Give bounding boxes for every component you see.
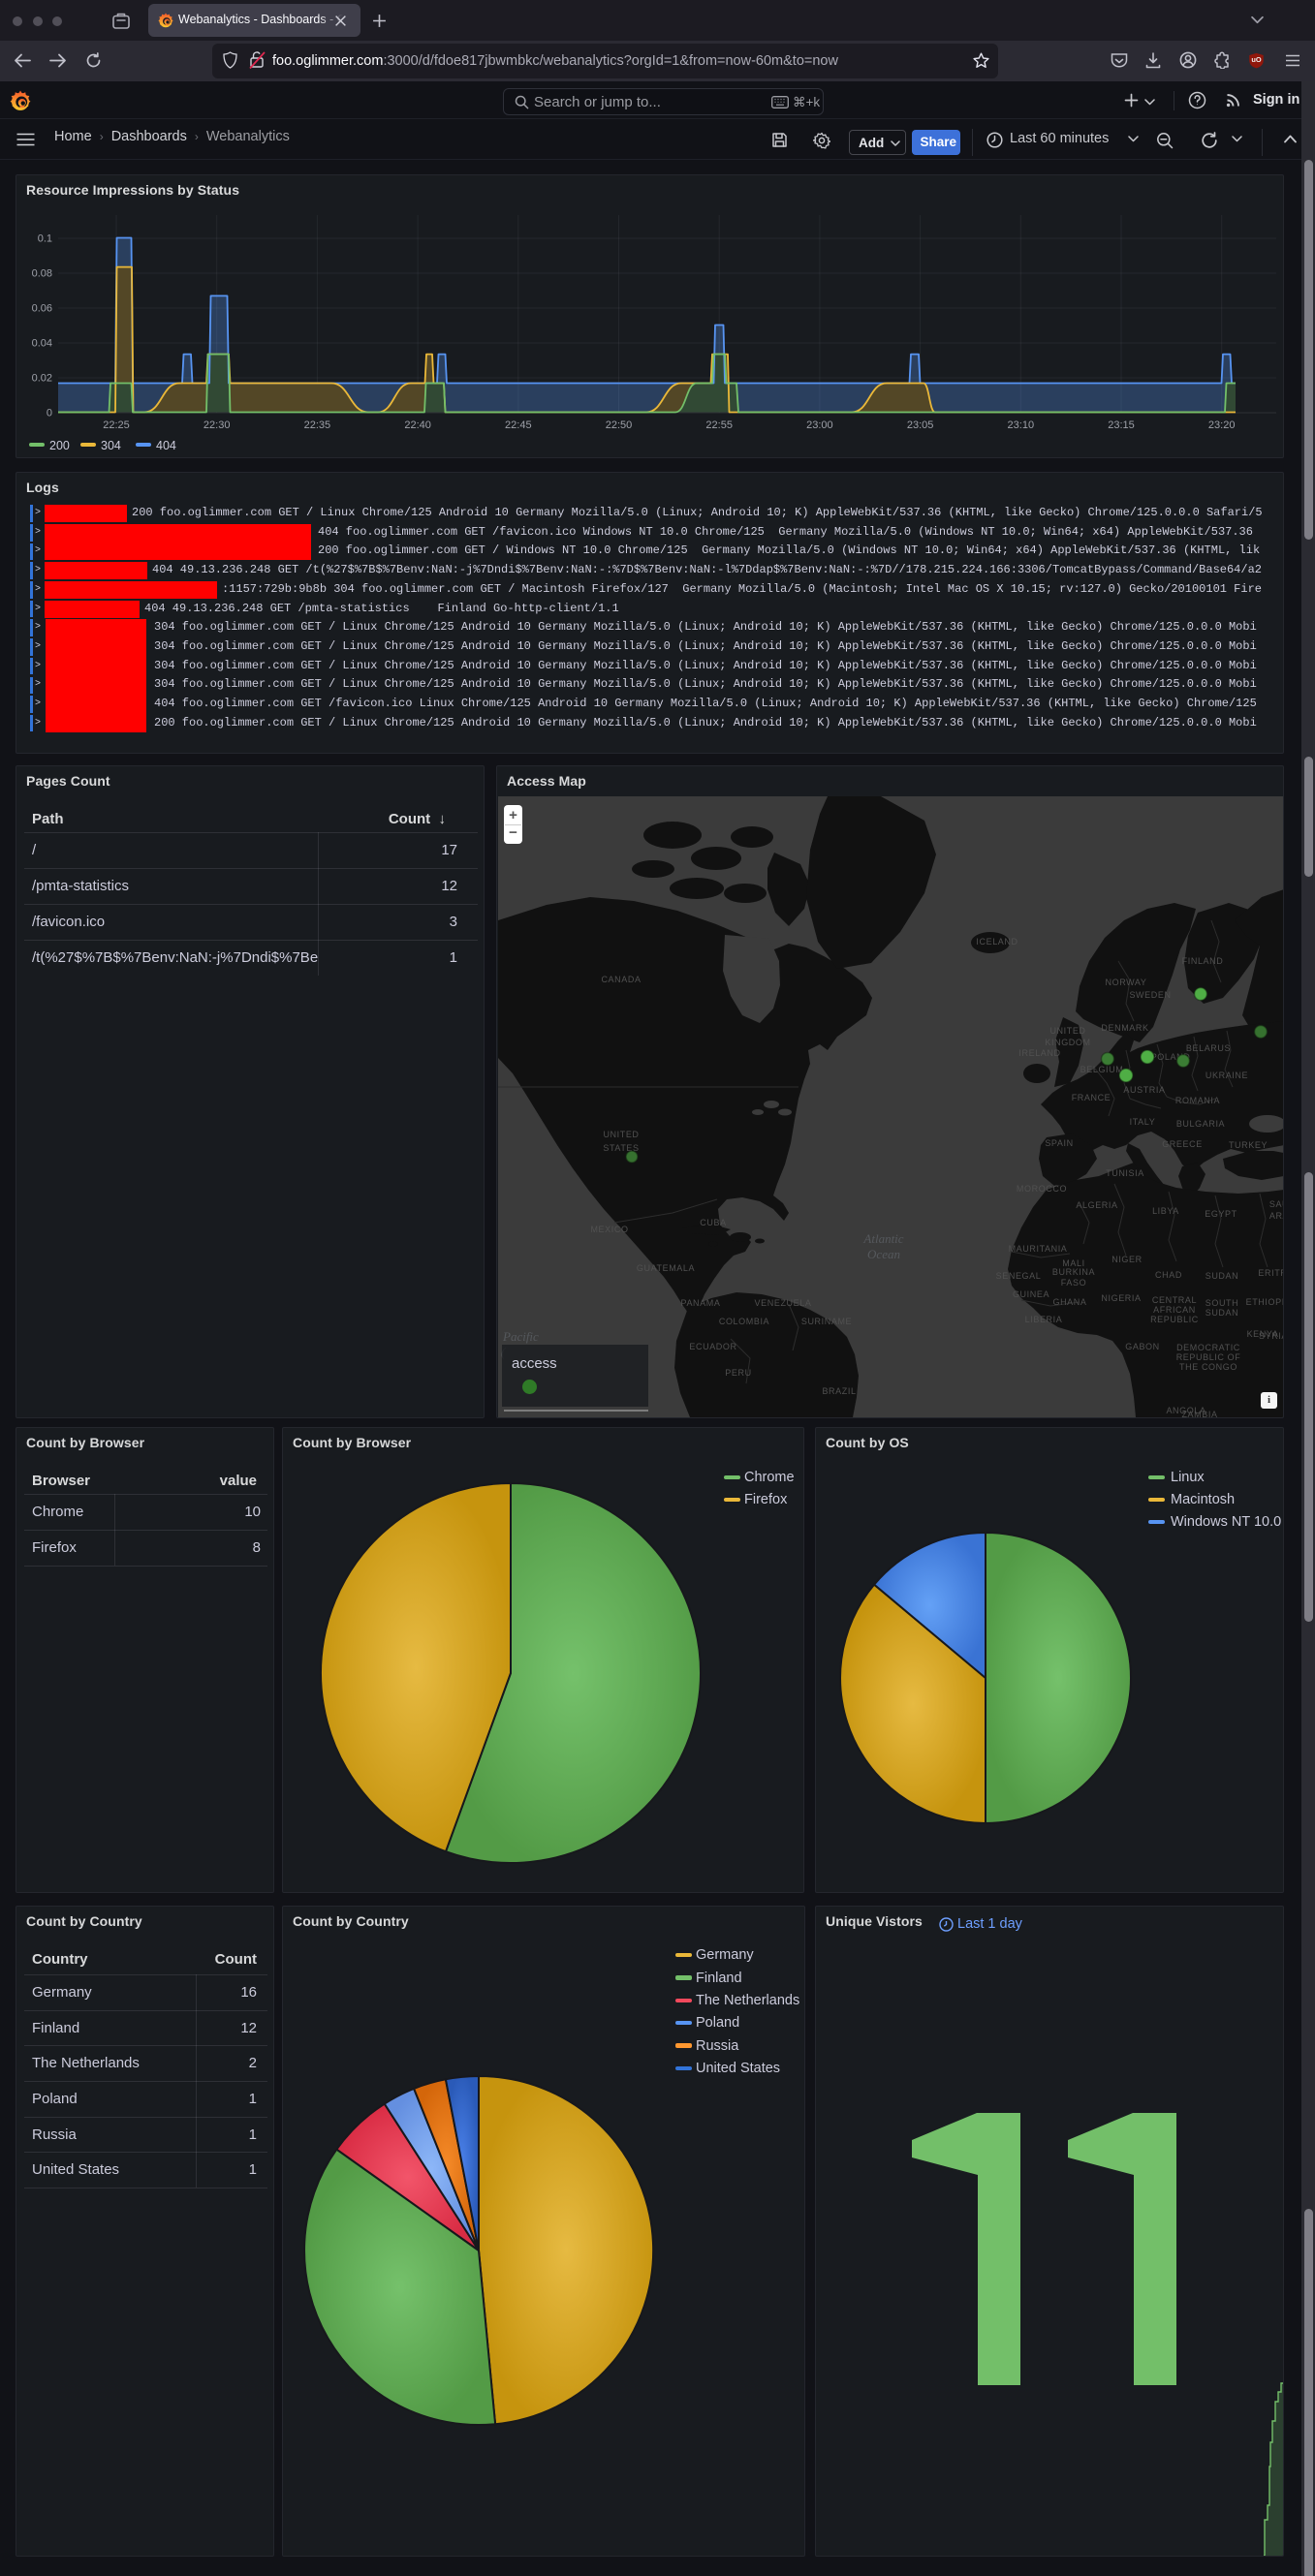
svg-text:SOUTH: SOUTH — [1205, 1298, 1239, 1308]
svg-text:304: 304 — [101, 439, 121, 452]
svg-text:BRAZIL: BRAZIL — [822, 1386, 856, 1396]
svg-text:ARA: ARA — [1269, 1211, 1284, 1221]
svg-text:22:30: 22:30 — [204, 419, 231, 431]
svg-text:23:15: 23:15 — [1108, 419, 1135, 431]
svg-text:BULGARIA: BULGARIA — [1176, 1119, 1225, 1129]
svg-text:ANGOLA: ANGOLA — [1166, 1406, 1205, 1415]
svg-text:200: 200 — [49, 439, 70, 452]
svg-text:SURINAME: SURINAME — [801, 1317, 852, 1326]
svg-text:ETHIOPIA: ETHIOPIA — [1246, 1297, 1284, 1307]
svg-text:BELARUS: BELARUS — [1186, 1043, 1231, 1053]
svg-text:404: 404 — [156, 439, 176, 452]
svg-text:ITALY: ITALY — [1130, 1117, 1156, 1127]
svg-text:GHANA: GHANA — [1052, 1297, 1086, 1307]
svg-text:UKRAINE: UKRAINE — [1205, 1071, 1248, 1080]
svg-text:23:10: 23:10 — [1008, 419, 1035, 431]
svg-text:FRANCE: FRANCE — [1072, 1093, 1111, 1102]
svg-text:GABON: GABON — [1125, 1342, 1160, 1351]
svg-text:FINLAND: FINLAND — [1182, 956, 1224, 966]
svg-text:GREECE: GREECE — [1162, 1139, 1203, 1149]
svg-text:DEMOCRATIC: DEMOCRATIC — [1176, 1343, 1240, 1352]
svg-text:ECUADOR: ECUADOR — [689, 1342, 736, 1351]
svg-text:Ocean: Ocean — [867, 1247, 900, 1261]
svg-text:DENMARK: DENMARK — [1101, 1023, 1148, 1033]
svg-text:uO: uO — [1251, 55, 1262, 64]
svg-text:23:20: 23:20 — [1208, 419, 1236, 431]
svg-text:THE CONGO: THE CONGO — [1179, 1362, 1237, 1372]
svg-text:22:50: 22:50 — [606, 419, 633, 431]
svg-text:SAU: SAU — [1269, 1199, 1284, 1209]
svg-text:PANAMA: PANAMA — [681, 1298, 721, 1308]
svg-text:0.1: 0.1 — [38, 233, 52, 245]
svg-text:Atlantic: Atlantic — [862, 1231, 903, 1246]
svg-text:TUNISIA: TUNISIA — [1106, 1168, 1144, 1178]
svg-text:0: 0 — [47, 408, 52, 419]
svg-text:BELGIUM: BELGIUM — [1080, 1065, 1124, 1074]
svg-text:UNITED: UNITED — [603, 1130, 639, 1139]
svg-text:23:05: 23:05 — [907, 419, 934, 431]
svg-text:0.06: 0.06 — [32, 303, 52, 315]
svg-text:LIBERIA: LIBERIA — [1025, 1315, 1063, 1324]
svg-text:22:25: 22:25 — [103, 419, 130, 431]
svg-text:23:00: 23:00 — [806, 419, 833, 431]
svg-text:REPUBLIC: REPUBLIC — [1150, 1315, 1199, 1324]
svg-text:MAURITANIA: MAURITANIA — [1009, 1244, 1068, 1254]
svg-text:FASO: FASO — [1061, 1278, 1086, 1288]
svg-text:STATES: STATES — [603, 1143, 639, 1153]
svg-text:0.08: 0.08 — [32, 268, 52, 280]
svg-text:SWEDEN: SWEDEN — [1129, 990, 1171, 1000]
svg-text:22:45: 22:45 — [505, 419, 532, 431]
svg-text:SUDAN: SUDAN — [1205, 1271, 1239, 1281]
svg-text:IRELAND: IRELAND — [1018, 1048, 1060, 1058]
svg-text:0.04: 0.04 — [32, 338, 52, 350]
svg-text:NIGERIA: NIGERIA — [1101, 1293, 1141, 1303]
svg-text:UNITED: UNITED — [1049, 1026, 1085, 1036]
svg-text:KINGDOM: KINGDOM — [1045, 1038, 1090, 1047]
svg-text:0.02: 0.02 — [32, 373, 52, 385]
svg-text:NORWAY: NORWAY — [1106, 978, 1147, 987]
svg-text:CENTRAL: CENTRAL — [1152, 1295, 1197, 1305]
svg-text:ZAMBIA: ZAMBIA — [1181, 1410, 1217, 1417]
svg-text:ERITREA: ERITREA — [1258, 1268, 1284, 1278]
svg-text:CUBA: CUBA — [700, 1218, 726, 1227]
svg-text:BURKINA: BURKINA — [1052, 1267, 1095, 1277]
svg-text:MOROCCO: MOROCCO — [1017, 1184, 1067, 1194]
svg-text:VENEZUELA: VENEZUELA — [755, 1298, 812, 1308]
svg-text:NIGER: NIGER — [1111, 1255, 1143, 1264]
svg-text:LIBYA: LIBYA — [1152, 1206, 1179, 1216]
svg-text:EGYPT: EGYPT — [1205, 1209, 1237, 1219]
svg-text:ALGERIA: ALGERIA — [1076, 1200, 1117, 1210]
svg-text:22:35: 22:35 — [304, 419, 331, 431]
svg-text:22:55: 22:55 — [705, 419, 733, 431]
svg-text:COLOMBIA: COLOMBIA — [719, 1317, 769, 1326]
svg-text:CHAD: CHAD — [1155, 1270, 1182, 1280]
svg-text:22:40: 22:40 — [404, 419, 431, 431]
svg-text:CANADA: CANADA — [601, 975, 641, 984]
svg-text:MEXICO: MEXICO — [590, 1225, 628, 1234]
svg-text:SENEGAL: SENEGAL — [996, 1271, 1042, 1281]
svg-text:GUINEA: GUINEA — [1013, 1289, 1049, 1299]
svg-text:AFRICAN: AFRICAN — [1153, 1305, 1196, 1315]
svg-text:SUDAN: SUDAN — [1205, 1308, 1239, 1318]
svg-text:TURKEY: TURKEY — [1229, 1140, 1268, 1150]
svg-text:ICELAND: ICELAND — [976, 937, 1018, 947]
svg-text:REPUBLIC OF: REPUBLIC OF — [1176, 1352, 1241, 1362]
svg-text:GUATEMALA: GUATEMALA — [637, 1263, 695, 1273]
svg-text:AUSTRIA: AUSTRIA — [1123, 1085, 1165, 1095]
svg-text:ROMANIA: ROMANIA — [1175, 1096, 1220, 1105]
svg-text:KENYA: KENYA — [1247, 1329, 1279, 1339]
svg-text:Pacific: Pacific — [502, 1329, 539, 1344]
svg-text:MALI: MALI — [1062, 1258, 1084, 1268]
svg-text:POLAND: POLAND — [1151, 1052, 1191, 1062]
svg-text:PERU: PERU — [725, 1368, 751, 1378]
svg-text:SPAIN: SPAIN — [1045, 1138, 1073, 1148]
